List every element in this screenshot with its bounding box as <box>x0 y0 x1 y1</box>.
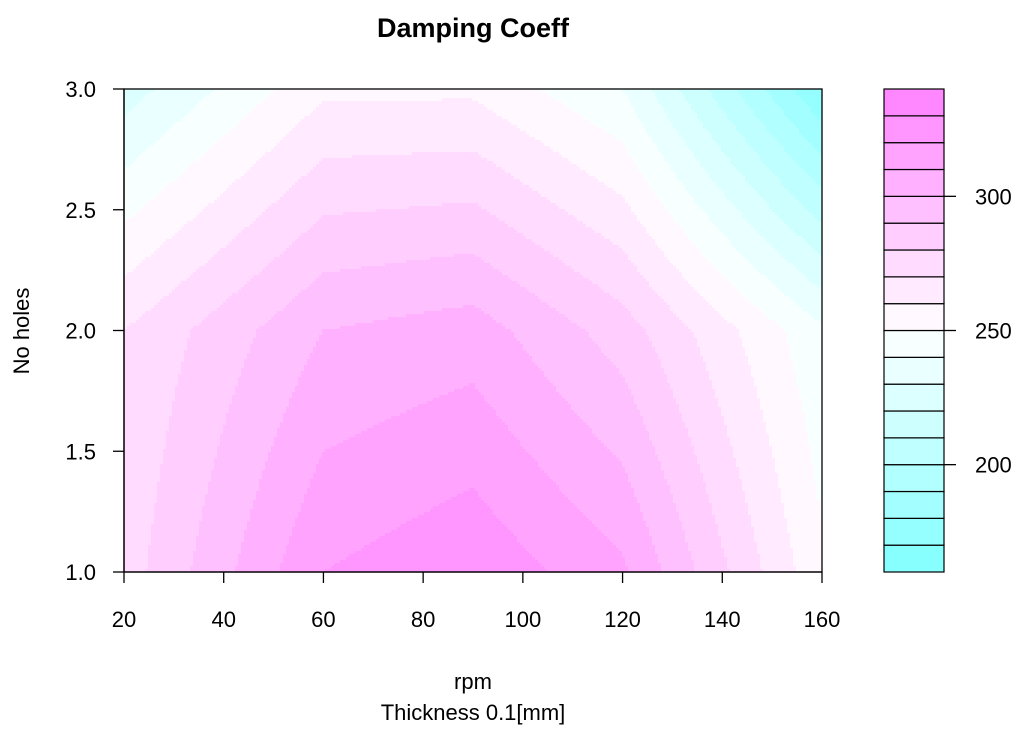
contour-fill <box>124 89 823 573</box>
chart-title: Damping Coeff <box>377 13 570 43</box>
